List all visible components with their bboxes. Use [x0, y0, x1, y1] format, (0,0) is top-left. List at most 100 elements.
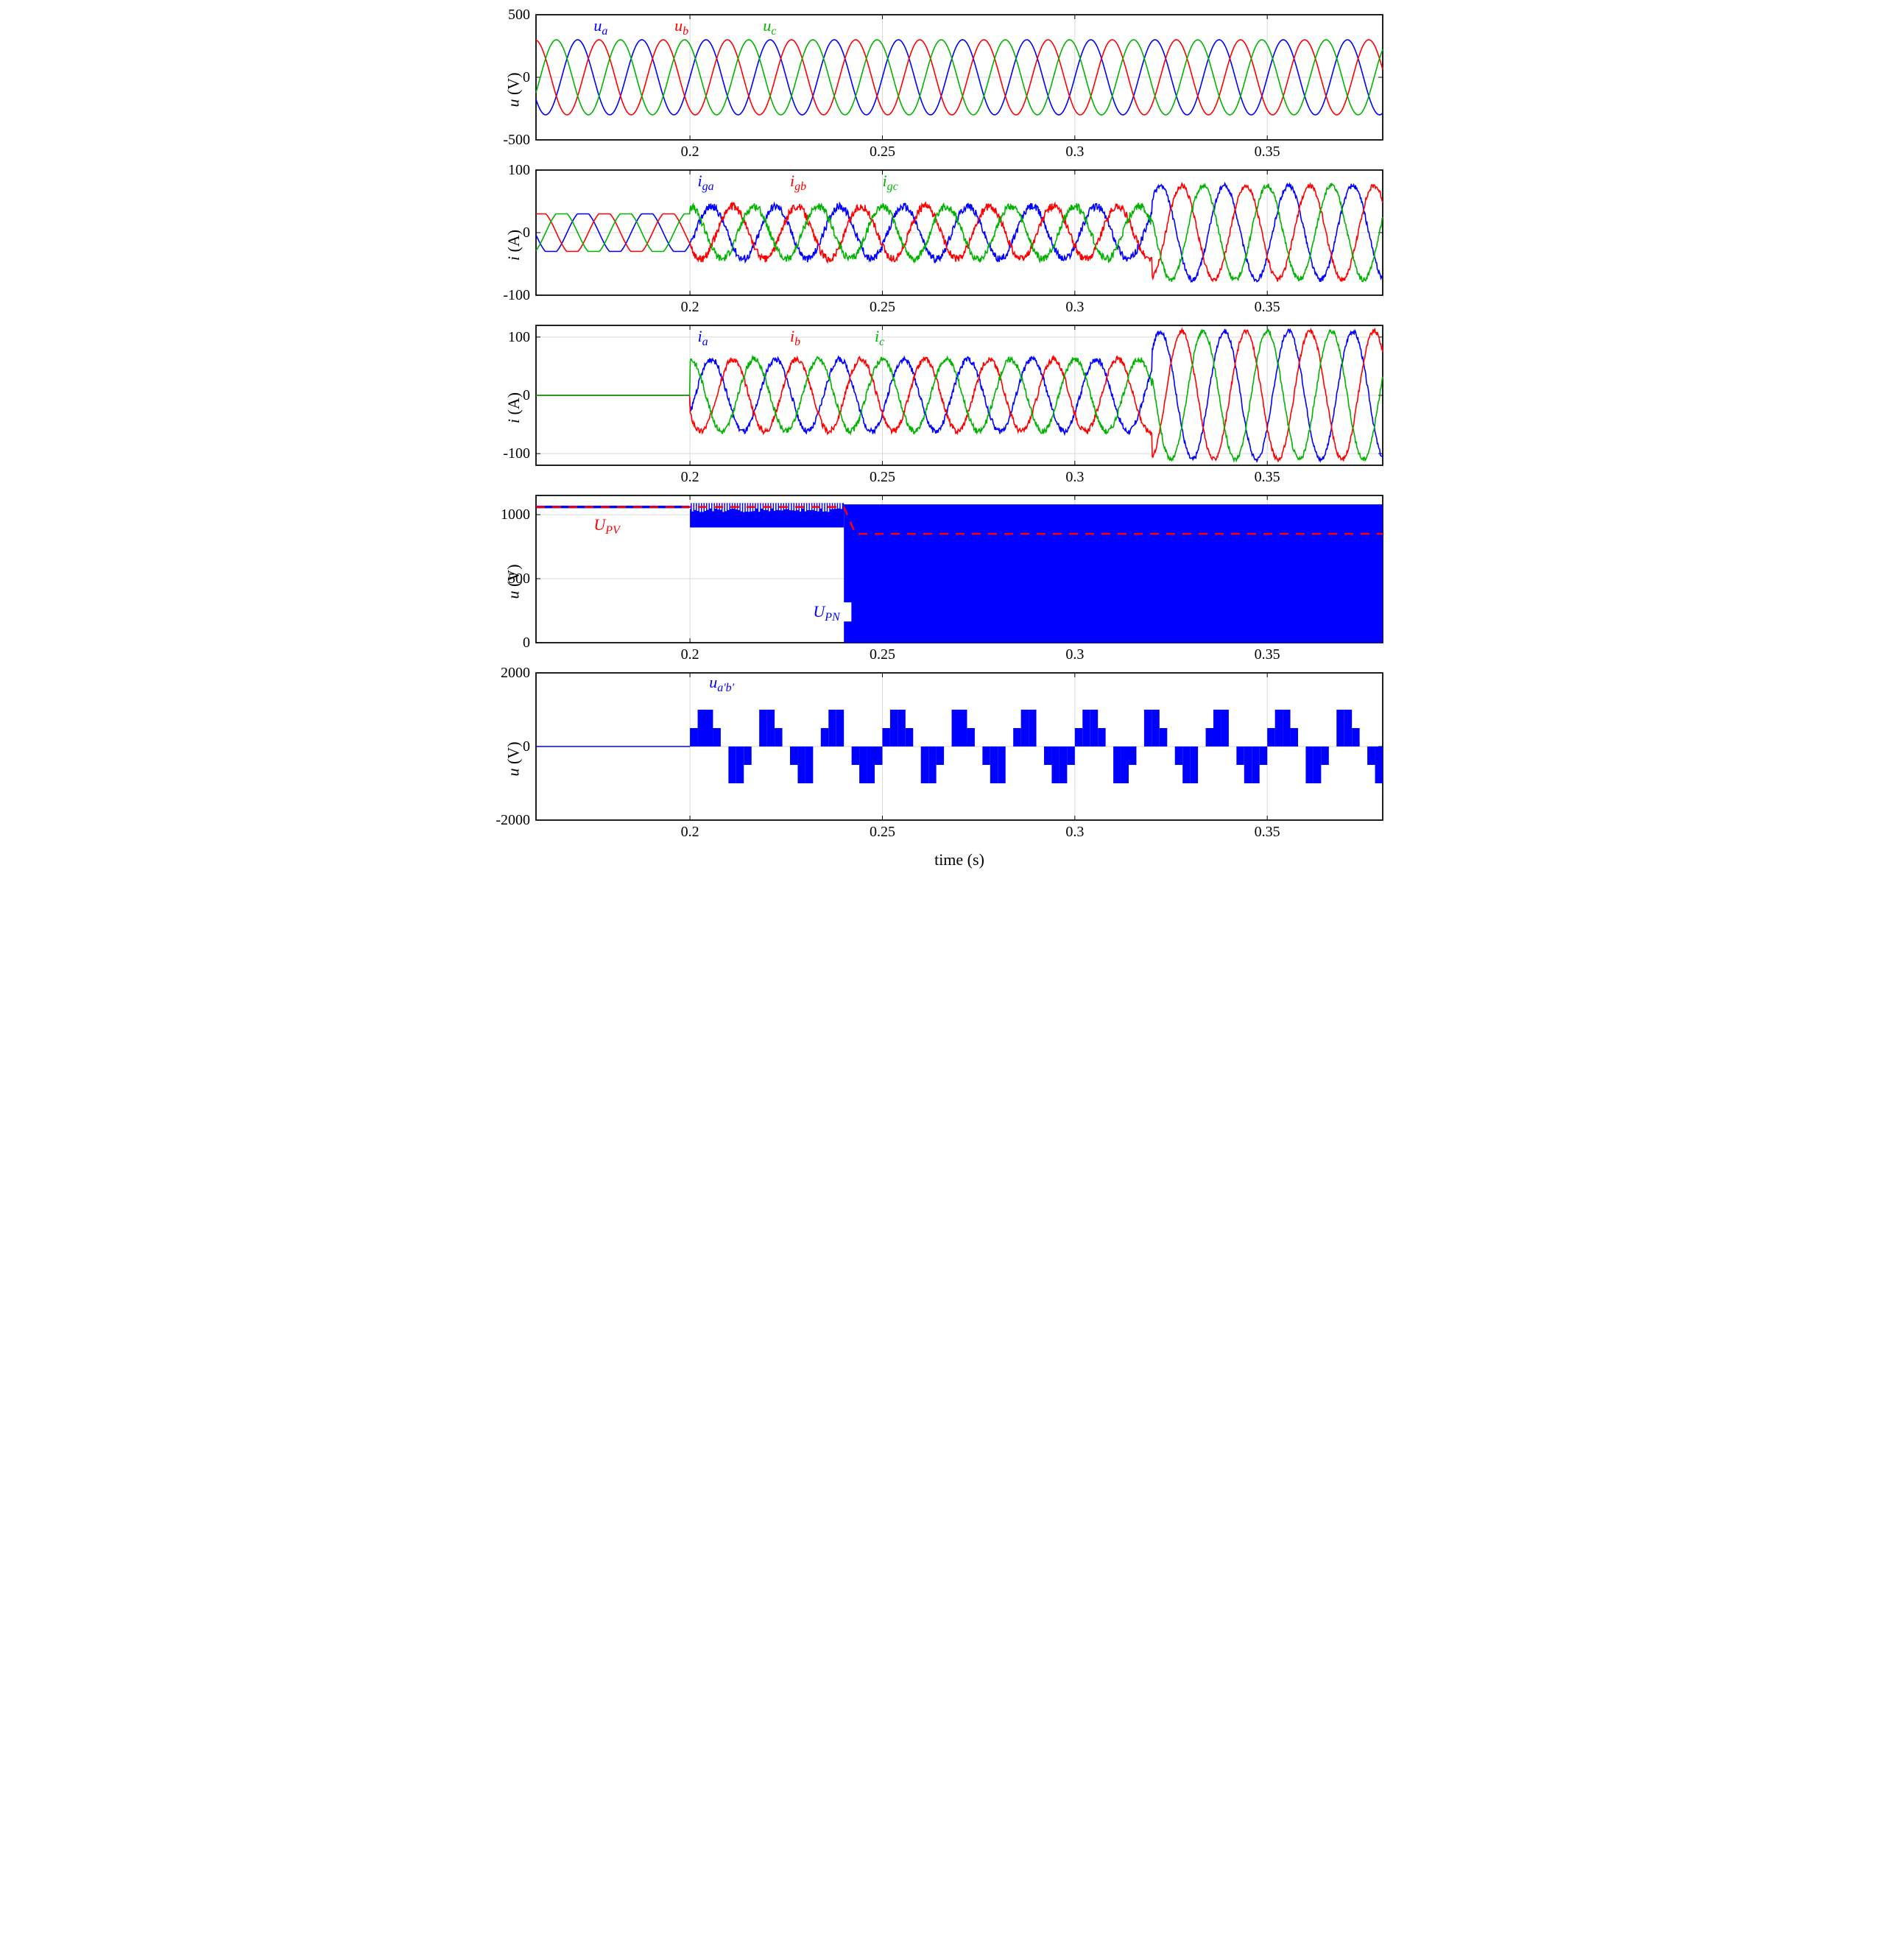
series-fill — [836, 710, 844, 746]
series-fill — [921, 746, 928, 783]
series-fill — [1098, 728, 1105, 746]
series-fill — [1182, 746, 1190, 783]
x-tick-label: 0.35 — [1255, 144, 1280, 160]
series-fill — [1321, 746, 1328, 765]
y-tick-label: 0 — [523, 387, 530, 403]
series-fill — [1082, 710, 1090, 746]
series-fill — [728, 746, 736, 783]
series-fill — [967, 728, 974, 746]
series-fill — [1144, 710, 1152, 746]
y-tick-label: 500 — [508, 7, 530, 23]
series-fill — [1305, 746, 1313, 783]
series-fill — [1221, 710, 1228, 746]
x-tick-label: 0.25 — [870, 144, 895, 160]
x-tick-label: 0.2 — [681, 646, 699, 663]
series-fill — [882, 728, 889, 746]
series-fill — [790, 746, 797, 765]
series-fill — [744, 746, 751, 765]
series-fill — [1252, 746, 1259, 783]
series-fill — [898, 710, 905, 746]
series-fill — [1213, 710, 1221, 746]
y-tick-label: 1000 — [501, 506, 530, 523]
y-tick-label: -100 — [503, 287, 530, 303]
series-fill — [867, 746, 875, 783]
series-fill — [775, 728, 782, 746]
y-tick-label: 0 — [523, 69, 530, 85]
x-tick-label: 0.3 — [1065, 646, 1084, 663]
x-tick-label: 0.3 — [1065, 144, 1084, 160]
series-fill — [1152, 710, 1159, 746]
subplot: i (A)-10001000.20.250.30.35igaigbigc — [492, 170, 1412, 320]
series-fill — [1029, 710, 1036, 746]
series-fill — [1352, 728, 1359, 746]
y-tick-label: -500 — [503, 132, 530, 148]
series-fill — [1275, 710, 1283, 746]
y-axis-label: u (V) — [504, 72, 523, 107]
series-fill — [1013, 728, 1020, 746]
y-axis-label: i (A) — [504, 229, 523, 260]
y-tick-label: 2000 — [501, 665, 530, 681]
series-fill — [928, 746, 936, 783]
plot-area: -50005000.20.250.30.35uaubuc — [536, 15, 1384, 160]
series-fill — [906, 728, 913, 746]
series-fill — [1021, 710, 1029, 746]
y-tick-label: -100 — [503, 445, 530, 462]
series-fill — [1044, 746, 1051, 765]
y-axis-label: u (V) — [504, 741, 523, 776]
series-fill — [690, 728, 697, 746]
plot-area: -10001000.20.250.30.35igaigbigc — [536, 170, 1384, 316]
x-tick-label: 0.2 — [681, 469, 699, 485]
y-tick-label: 0 — [523, 635, 530, 651]
plot-area: -10001000.20.250.30.35iaibic — [536, 325, 1384, 486]
x-tick-label: 0.35 — [1255, 646, 1280, 663]
series-fill — [1129, 746, 1136, 765]
series-fill — [1367, 746, 1375, 765]
series-fill — [759, 710, 766, 746]
x-tick-label: 0.25 — [870, 824, 895, 840]
series-fill — [1267, 728, 1274, 746]
subplot: u (V)-50005000.20.250.30.35uaubuc — [492, 15, 1412, 164]
x-tick-label: 0.3 — [1065, 299, 1084, 315]
plot-area: -2000020000.20.250.30.35ua'b' — [536, 673, 1384, 841]
x-axis-label: time (s) — [536, 850, 1383, 869]
series-fill — [990, 746, 998, 783]
series-fill — [1344, 710, 1352, 746]
series-fill — [1375, 746, 1383, 783]
series-fill — [1191, 746, 1198, 783]
x-tick-label: 0.3 — [1065, 824, 1084, 840]
y-axis-label: u (V) — [504, 564, 523, 599]
series-fill — [1051, 746, 1059, 783]
series-fill — [767, 710, 775, 746]
series-fill — [1336, 710, 1344, 746]
series-fill — [821, 728, 828, 746]
series-fill — [1059, 746, 1067, 783]
series-fill — [1260, 746, 1267, 765]
series-fill — [805, 746, 813, 783]
x-tick-label: 0.25 — [870, 299, 895, 315]
series-fill — [713, 728, 720, 746]
x-tick-label: 0.25 — [870, 646, 895, 663]
series-fill — [937, 746, 944, 765]
series-fill — [797, 746, 805, 783]
y-axis-label: i (A) — [504, 392, 523, 423]
series-fill — [1236, 746, 1244, 765]
y-tick-label: 0 — [523, 738, 530, 755]
series-fill — [705, 710, 713, 746]
series-fill — [998, 746, 1005, 783]
figure: u (V)-50005000.20.250.30.35uaubuci (A)-1… — [492, 15, 1412, 869]
y-tick-label: 100 — [508, 162, 530, 178]
x-tick-label: 0.25 — [870, 469, 895, 485]
series-fill — [959, 710, 967, 746]
series-fill — [1075, 728, 1082, 746]
series-fill — [952, 710, 959, 746]
series-fill — [736, 746, 744, 783]
subplot: i (A)-10001000.20.250.30.35iaibic — [492, 325, 1412, 490]
x-tick-label: 0.35 — [1255, 469, 1280, 485]
series-fill — [1244, 746, 1252, 783]
x-tick-label: 0.2 — [681, 824, 699, 840]
y-tick-label: 100 — [508, 329, 530, 345]
series-fill — [852, 746, 859, 765]
series-fill — [1283, 710, 1290, 746]
series-fill — [1314, 746, 1321, 783]
x-tick-label: 0.2 — [681, 299, 699, 315]
